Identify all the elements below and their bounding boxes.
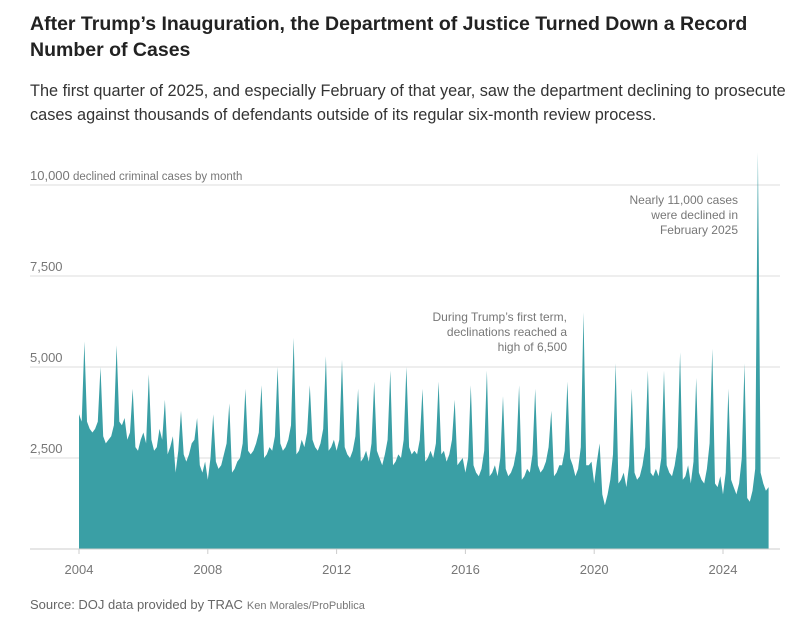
source-text: Source: DOJ data provided by TRAC: [30, 597, 243, 612]
area-series: [79, 152, 769, 549]
annotation-text: were declined in: [650, 208, 738, 222]
annotation-text: Nearly 11,000 cases: [629, 193, 738, 207]
y-tick-label: 10,000 declined criminal cases by month: [30, 168, 242, 183]
x-tick-label: 2016: [451, 562, 480, 577]
y-tick-label: 7,500: [30, 259, 63, 274]
x-tick-label: 2024: [709, 562, 738, 577]
series-area: [79, 152, 769, 549]
chart-subtitle: The first quarter of 2025, and especiall…: [30, 82, 786, 124]
axes: 2,500 5,000 7,500 10,000 declined criminal …: [30, 168, 780, 577]
y-axis-label: declined criminal cases by month: [70, 171, 243, 183]
annotation-text: declinations reached a: [447, 325, 567, 339]
chart-title: After Trump’s Inauguration, the Departme…: [30, 13, 748, 61]
annotation-text: high of 6,500: [498, 340, 568, 354]
x-tick-label: 2008: [193, 562, 222, 577]
annotation-text: February 2025: [660, 223, 738, 237]
x-tick-label: 2012: [322, 562, 351, 577]
y-tick-label: 5,000: [30, 350, 63, 365]
x-tick-label: 2020: [580, 562, 609, 577]
x-tick-label: 2004: [65, 562, 94, 577]
y-tick-label: 2,500: [30, 441, 63, 456]
credit-text: Ken Morales/ProPublica: [246, 600, 365, 612]
annotation-text: During Trump’s first term,: [433, 310, 567, 324]
source-line: Source: DOJ data provided by TRAC Ken Mor…: [30, 597, 365, 612]
